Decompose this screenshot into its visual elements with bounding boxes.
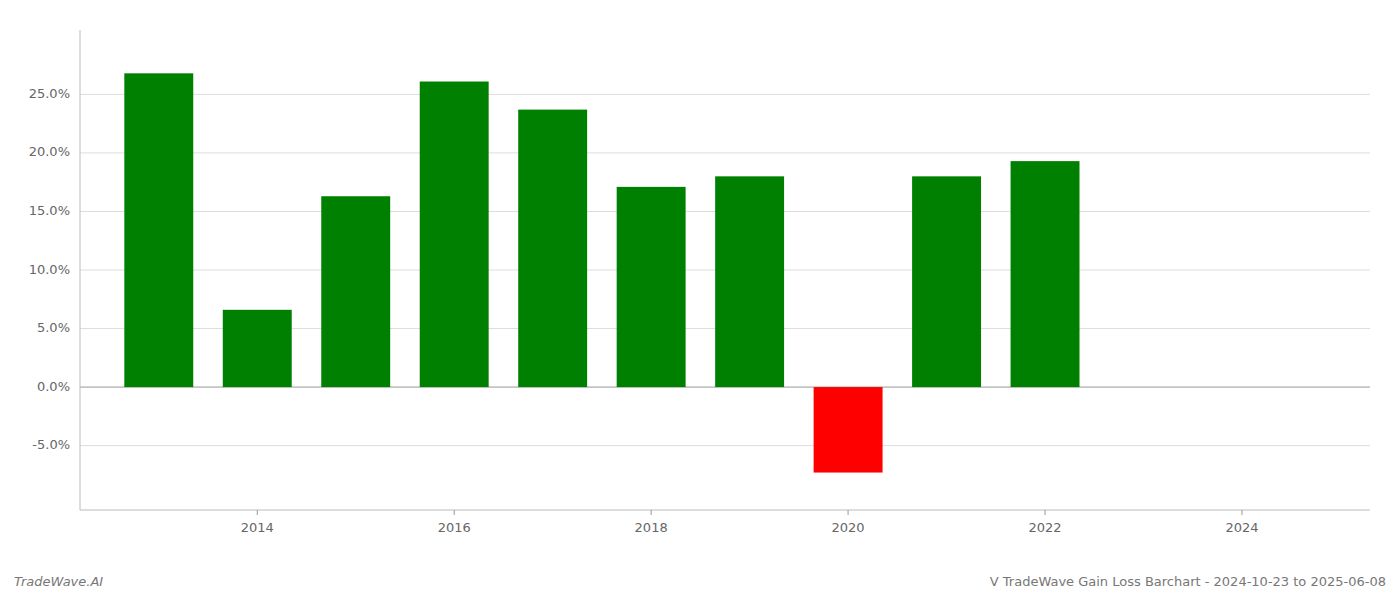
bar xyxy=(814,387,883,472)
x-tick xyxy=(651,510,652,515)
bar xyxy=(223,310,292,387)
x-tick-label: 2016 xyxy=(438,520,471,535)
bar xyxy=(518,110,587,387)
y-tick-label: 10.0% xyxy=(29,262,70,277)
bar xyxy=(715,176,784,387)
x-tick xyxy=(454,510,455,515)
x-tick-label: 2020 xyxy=(832,520,865,535)
x-tick xyxy=(1241,510,1242,515)
y-tick-label: 20.0% xyxy=(29,144,70,159)
y-tick-label: 25.0% xyxy=(29,86,70,101)
chart-svg: -5.0% 0.0% 5.0% 10.0% 15.0% 20.0% 25.0% 2014 201… xyxy=(0,0,1400,600)
bars xyxy=(124,73,1079,472)
watermark: TradeWave.AI xyxy=(14,574,103,589)
grid xyxy=(80,94,1370,445)
x-tick-label: 2024 xyxy=(1225,520,1258,535)
y-tick-label: 15.0% xyxy=(29,203,70,218)
x-tick-label: 2014 xyxy=(241,520,274,535)
grid-line xyxy=(80,445,1370,446)
grid-line xyxy=(80,94,1370,95)
x-tick xyxy=(1045,510,1046,515)
bar xyxy=(1011,161,1080,387)
grid-line xyxy=(80,152,1370,153)
y-axis-line xyxy=(80,30,81,510)
bar xyxy=(124,73,193,387)
y-tick-label: -5.0% xyxy=(32,437,70,452)
y-tick-label: 0.0% xyxy=(37,379,70,394)
bar xyxy=(321,196,390,387)
bar xyxy=(617,187,686,387)
x-axis-line xyxy=(80,510,1370,511)
x-tick xyxy=(848,510,849,515)
x-tick-label: 2018 xyxy=(635,520,668,535)
chart-container: -5.0% 0.0% 5.0% 10.0% 15.0% 20.0% 25.0% 2014 201… xyxy=(0,0,1400,600)
x-tick xyxy=(257,510,258,515)
y-tick-label: 5.0% xyxy=(37,320,70,335)
x-tick-label: 2022 xyxy=(1028,520,1061,535)
bar xyxy=(912,176,981,387)
chart-title: V TradeWave Gain Loss Barchart - 2024-10… xyxy=(990,574,1386,589)
bar xyxy=(420,82,489,388)
